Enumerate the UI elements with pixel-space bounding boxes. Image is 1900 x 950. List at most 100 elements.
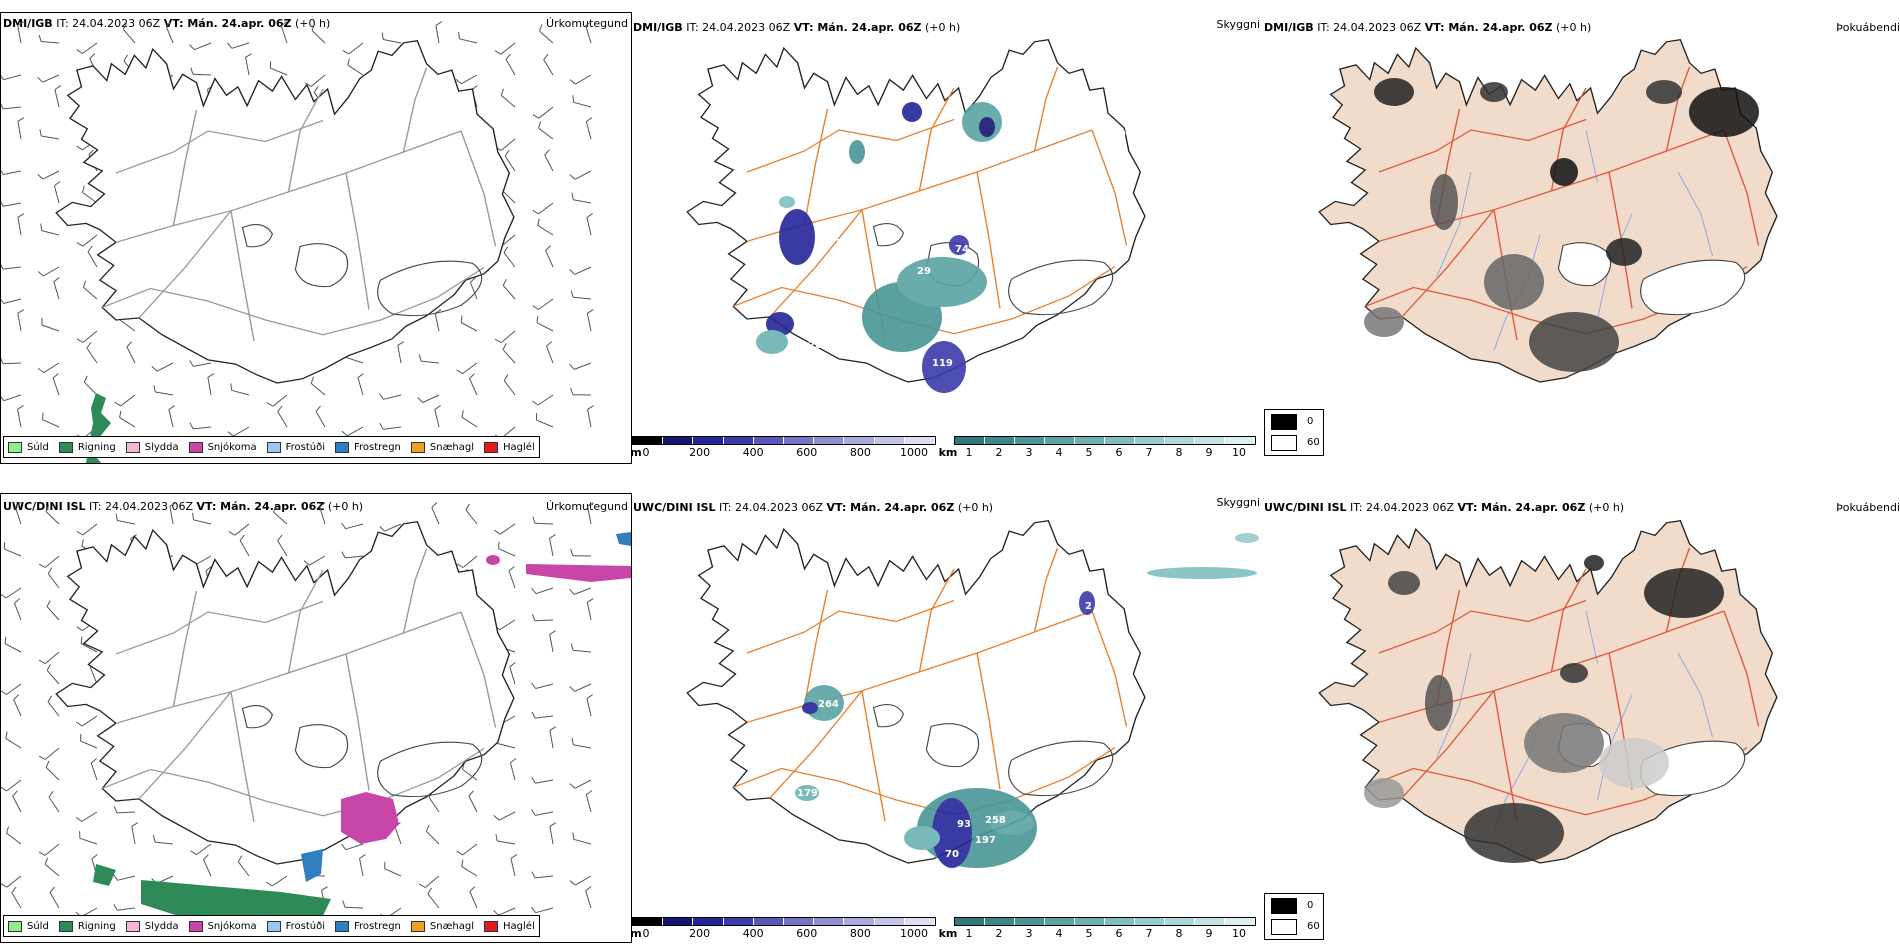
wind-barb xyxy=(537,224,554,236)
colorbar-segment xyxy=(1105,437,1135,444)
wind-barb xyxy=(42,170,60,180)
wind-barb xyxy=(3,170,22,175)
wind-barb xyxy=(122,28,136,44)
wind-barb xyxy=(273,511,288,525)
it-value: 24.04.2023 06Z xyxy=(105,500,194,513)
colorbar-segment xyxy=(874,918,905,925)
wind-barb xyxy=(193,362,212,367)
it-label: IT: xyxy=(1350,501,1363,514)
wind-barb-flag xyxy=(509,662,516,668)
wind-barb xyxy=(5,587,22,599)
wind-barb-flag xyxy=(126,341,132,348)
colorbar-tick: 400 xyxy=(742,446,764,459)
wind-barb-flag xyxy=(17,117,25,122)
wind-barb-flag xyxy=(455,78,462,85)
wind-barb xyxy=(49,892,60,909)
wind-barb xyxy=(5,737,22,749)
colorbar-tick: 10 xyxy=(1232,446,1246,459)
cloud-base-colorbar xyxy=(632,436,936,445)
wind-barb xyxy=(434,409,440,428)
forecast-offset: (+0 h) xyxy=(327,500,364,513)
wind-barb-flag xyxy=(569,269,575,275)
wind-barb-flag xyxy=(357,373,364,379)
wind-barb xyxy=(54,89,60,108)
colorbar-segment xyxy=(1165,437,1195,444)
legend-item: Súld xyxy=(8,920,49,932)
cloud-base-ticks: m 0 200 400 600 800 1000 xyxy=(630,927,934,941)
wind-barb xyxy=(80,643,98,653)
it-value: 24.04.2023 06Z xyxy=(735,501,824,514)
swatch-icon xyxy=(484,920,499,932)
wind-barb xyxy=(585,121,592,140)
swatch-icon xyxy=(58,920,73,932)
wind-barb xyxy=(498,548,516,557)
legend-item: Slydda xyxy=(125,441,179,453)
colorbar-tick: 6 xyxy=(1115,446,1123,459)
wind-barb xyxy=(383,426,402,430)
wind-barb-flag xyxy=(230,383,233,391)
colorbar-tick: 3 xyxy=(1025,927,1033,940)
colorbar-segment xyxy=(814,437,845,444)
wind-barb-flag xyxy=(11,886,17,893)
wind-barb-flag xyxy=(115,513,118,521)
wind-barb xyxy=(117,875,136,881)
wind-barb xyxy=(231,42,250,49)
colorbar-tick: 9 xyxy=(1205,927,1213,940)
wind-barb xyxy=(82,330,98,343)
wind-barb-flag xyxy=(469,886,476,892)
wind-barb-flag xyxy=(586,213,593,218)
wind-barb xyxy=(461,416,478,428)
colorbar-tick: 1 xyxy=(965,446,973,459)
wind-barb xyxy=(573,838,592,845)
wind-barb-flag xyxy=(572,95,575,103)
vt-label: VT: Mán. 24.apr. 06Z xyxy=(163,17,292,30)
colorbar-unit: m xyxy=(630,446,642,459)
colorbar-tick: 1000 xyxy=(900,927,928,940)
wind-barb xyxy=(277,540,288,557)
wind-barb-flag xyxy=(123,54,128,62)
panel-title: Skyggni xyxy=(1216,18,1260,31)
wind-barb xyxy=(397,345,402,364)
wind-barb-flag xyxy=(569,783,576,789)
wind-barb-flag xyxy=(151,366,158,372)
wind-barb xyxy=(47,573,60,589)
fog-legend: 0 60 xyxy=(1264,893,1324,940)
wind-barb-flag xyxy=(17,309,24,314)
wind-barb-flag xyxy=(76,145,83,151)
colorbar-tick: 1 xyxy=(965,927,973,940)
wind-barb xyxy=(509,666,516,685)
wind-barb-flag xyxy=(495,834,498,842)
wind-barb-flag xyxy=(189,44,195,51)
model-name: UWC/DINI ISL xyxy=(3,500,86,513)
wind-barb xyxy=(535,907,554,914)
colorbar-segment xyxy=(1015,437,1045,444)
wind-barb xyxy=(537,394,554,406)
wind-barb-flag xyxy=(418,883,426,888)
wind-barb xyxy=(347,426,364,437)
wind-barb xyxy=(44,747,60,760)
wind-barb xyxy=(347,64,364,76)
wind-barb-flag xyxy=(494,529,501,535)
wind-barb-flag xyxy=(321,886,328,891)
wind-barb-flag xyxy=(190,67,194,75)
wind-barb-flag xyxy=(425,824,430,832)
wind-barb xyxy=(116,811,136,814)
wind-barb xyxy=(41,230,60,236)
wind-barb-flag xyxy=(38,34,42,42)
panel-header: UWC/DINI ISL IT: 24.04.2023 06Z VT: Mán.… xyxy=(1264,501,1624,514)
wind-barb-flag xyxy=(37,76,43,83)
wind-barb-flag xyxy=(510,758,517,764)
wind-barb xyxy=(574,683,592,692)
wind-barb xyxy=(435,25,440,44)
wind-barb-flag xyxy=(510,854,518,859)
wind-barb xyxy=(2,362,22,365)
rain-area xyxy=(93,864,116,886)
wind-barb-flag xyxy=(531,614,536,621)
wind-barb-flag xyxy=(456,850,463,856)
wind-barb-flag xyxy=(80,636,83,644)
wind-barb-flag xyxy=(571,192,574,200)
it-label: IT: xyxy=(89,500,102,513)
colorbar-tick: 5 xyxy=(1085,446,1093,459)
wind-barb xyxy=(498,811,516,821)
wind-barb-flag xyxy=(570,290,574,298)
